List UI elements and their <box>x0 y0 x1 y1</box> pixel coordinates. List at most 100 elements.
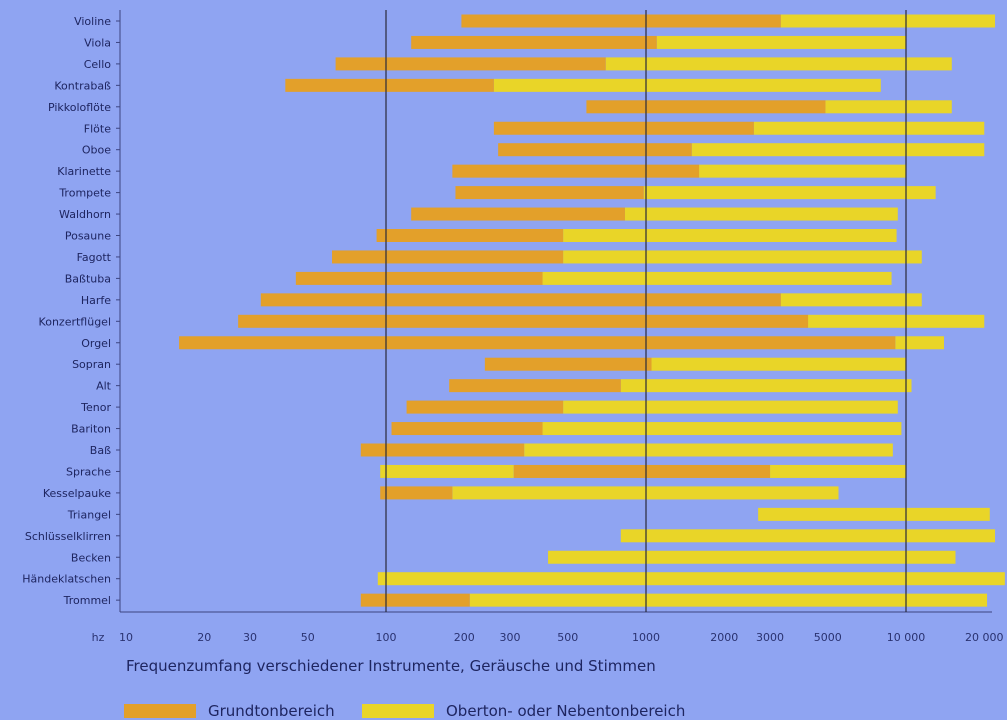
chart-caption: Frequenzumfang verschiedener Instrumente… <box>126 657 656 675</box>
bar-grundton-6-0 <box>498 143 692 157</box>
legend-item-oberton: Oberton- oder Nebentonbereich <box>362 702 685 720</box>
bar-grundton-17-0 <box>449 379 621 393</box>
x-tick-label-30: 30 <box>243 631 257 644</box>
x-tick-label-500: 500 <box>557 631 578 644</box>
category-label-18: Tenor <box>80 401 111 414</box>
category-label-2: Cello <box>84 58 112 71</box>
category-label-10: Posaune <box>65 230 111 243</box>
x-tick-label-20: 20 <box>197 631 211 644</box>
bar-grundton-7-0 <box>452 164 700 178</box>
category-label-14: Konzertflügel <box>39 315 111 328</box>
bar-oberton-17-0 <box>620 379 912 393</box>
category-label-17: Alt <box>96 380 112 393</box>
bar-grundton-20-0 <box>360 443 525 457</box>
category-label-19: Bariton <box>71 423 111 436</box>
category-label-12: Baßtuba <box>65 272 111 285</box>
bar-oberton-15-0 <box>895 336 944 350</box>
bar-grundton-15-0 <box>179 336 896 350</box>
bar-oberton-5-0 <box>753 121 985 135</box>
bar-oberton-1-0 <box>656 35 906 49</box>
bar-grundton-21-0 <box>513 464 771 478</box>
bar-oberton-27-0 <box>469 593 988 607</box>
bar-grundton-1-0 <box>411 35 657 49</box>
category-label-11: Fagott <box>77 251 112 264</box>
category-label-21: Sprache <box>66 465 111 478</box>
bar-oberton-25-0 <box>548 550 956 564</box>
bar-grundton-2-0 <box>335 57 606 71</box>
bar-oberton-21-1 <box>770 464 906 478</box>
category-label-16: Sopran <box>72 358 111 371</box>
legend-label-oberton: Oberton- oder Nebentonbereich <box>446 702 686 720</box>
category-label-0: Violine <box>74 15 111 28</box>
bar-grundton-14-0 <box>238 314 809 328</box>
bar-oberton-14-0 <box>808 314 985 328</box>
bar-oberton-9-0 <box>624 207 898 221</box>
bar-oberton-13-0 <box>780 293 922 307</box>
bar-grundton-19-0 <box>391 422 543 436</box>
bar-oberton-16-0 <box>651 357 906 371</box>
bar-grundton-5-0 <box>493 121 754 135</box>
bar-grundton-4-0 <box>586 100 826 114</box>
bar-oberton-20-0 <box>524 443 893 457</box>
bar-oberton-19-0 <box>542 422 902 436</box>
x-tick-label-5000: 5000 <box>814 631 842 644</box>
category-label-9: Waldhorn <box>59 208 111 221</box>
legend-item-grundton: Grundtonbereich <box>124 702 335 720</box>
category-label-27: Trommel <box>63 594 111 607</box>
bar-grundton-9-0 <box>411 207 625 221</box>
bar-grundton-3-0 <box>285 78 494 92</box>
bar-grundton-10-0 <box>376 229 564 242</box>
bar-grundton-11-0 <box>332 250 564 264</box>
x-tick-label-10: 10 <box>119 631 133 644</box>
x-unit-label: hz <box>92 631 105 644</box>
bar-oberton-24-0 <box>620 529 996 543</box>
bar-grundton-16-0 <box>484 357 652 371</box>
x-tick-label-100: 100 <box>376 631 397 644</box>
category-label-7: Klarinette <box>57 165 111 178</box>
x-tick-label-50: 50 <box>301 631 315 644</box>
bar-grundton-27-0 <box>360 593 470 607</box>
legend-label-grundton: Grundtonbereich <box>208 702 335 720</box>
x-tick-label-3000: 3000 <box>756 631 784 644</box>
bar-grundton-0-0 <box>461 14 781 28</box>
category-label-22: Kesselpauke <box>43 487 111 500</box>
category-label-15: Orgel <box>81 337 111 350</box>
category-label-20: Baß <box>90 444 111 457</box>
bar-oberton-0-0 <box>780 14 996 28</box>
category-label-5: Flöte <box>84 122 111 135</box>
bar-oberton-23-0 <box>758 507 990 521</box>
category-label-25: Becken <box>71 551 111 564</box>
bar-oberton-21-0 <box>380 464 514 478</box>
category-label-23: Triangel <box>67 508 111 521</box>
bar-oberton-10-0 <box>563 229 897 242</box>
bar-oberton-7-0 <box>699 164 906 178</box>
bar-oberton-6-0 <box>691 143 985 157</box>
bar-oberton-18-0 <box>563 400 898 414</box>
x-tick-label-200: 200 <box>454 631 475 644</box>
bar-oberton-4-0 <box>825 100 952 114</box>
bar-oberton-26-0 <box>377 572 1005 586</box>
legend-swatch-grundton <box>124 704 196 718</box>
category-label-13: Harfe <box>81 294 111 307</box>
bar-grundton-22-0 <box>380 486 453 500</box>
x-tick-label-10000: 10 000 <box>887 631 926 644</box>
category-label-8: Trompete <box>58 187 111 200</box>
x-tick-label-1000: 1000 <box>632 631 660 644</box>
bar-oberton-2-0 <box>605 57 952 71</box>
category-label-26: Händeklatschen <box>22 573 111 586</box>
legend-swatch-oberton <box>362 704 434 718</box>
category-label-1: Viola <box>84 36 111 49</box>
bar-oberton-3-0 <box>493 78 881 92</box>
bar-oberton-11-0 <box>563 250 922 264</box>
bar-grundton-18-0 <box>406 400 564 414</box>
category-label-3: Kontrabaß <box>54 79 111 92</box>
category-label-6: Oboe <box>82 144 111 157</box>
bar-oberton-12-0 <box>542 271 892 285</box>
bar-grundton-12-0 <box>295 271 543 285</box>
x-tick-label-300: 300 <box>500 631 521 644</box>
x-tick-label-2000: 2000 <box>710 631 738 644</box>
x-tick-label-20000: 20 000 <box>965 631 1004 644</box>
category-label-24: Schlüsselklirren <box>25 530 111 543</box>
